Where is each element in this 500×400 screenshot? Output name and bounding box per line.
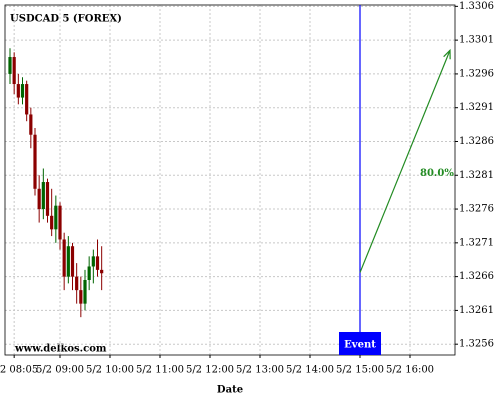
- candle: [100, 246, 104, 291]
- event-box: [339, 332, 381, 355]
- candle: [8, 48, 12, 85]
- y-tick-label: 1.3261: [459, 305, 494, 316]
- candle: [91, 249, 95, 284]
- candle: [83, 269, 87, 311]
- x-tick-label: 5/2 09:00: [36, 365, 84, 376]
- candle-body: [70, 246, 75, 277]
- chart-title: USDCAD 5 (FOREX): [10, 14, 122, 25]
- candle-body: [91, 256, 95, 267]
- x-tick-label: 5/2 11:00: [136, 365, 184, 376]
- y-tick-label: 1.3291: [459, 102, 494, 113]
- candle-body: [54, 205, 58, 230]
- candle: [20, 77, 25, 105]
- candle-body: [12, 57, 16, 85]
- candle-body: [95, 256, 100, 270]
- candle: [41, 168, 45, 220]
- candle: [33, 127, 37, 196]
- candle: [87, 256, 91, 291]
- candle-body: [50, 215, 54, 230]
- candle-body: [100, 269, 104, 274]
- candle-body: [29, 114, 33, 135]
- y-tick-label: 1.3286: [459, 136, 494, 147]
- candle-body: [16, 84, 20, 98]
- candle: [95, 239, 100, 277]
- y-tick-label: 1.3256: [459, 339, 494, 350]
- candle: [79, 276, 83, 318]
- candle: [12, 52, 16, 95]
- y-tick-label: 1.3271: [459, 237, 494, 248]
- y-tick-label: 1.3301: [459, 35, 494, 46]
- x-tick-label: 5/2 08:05: [0, 365, 38, 376]
- y-tick-label: 1.3306: [459, 1, 494, 12]
- candle-body: [79, 290, 83, 304]
- candle-body: [66, 246, 70, 277]
- y-tick-label: 1.3296: [459, 68, 494, 79]
- candle-body: [41, 182, 45, 210]
- candle-body: [33, 134, 37, 189]
- candle: [58, 202, 62, 250]
- event-label: Event: [344, 340, 376, 351]
- forecast-arrowhead: [443, 48, 451, 60]
- forecast-arrow: [359, 50, 451, 273]
- x-tick-label: 5/2 12:00: [186, 365, 234, 376]
- candle: [75, 263, 79, 304]
- candle: [29, 107, 33, 149]
- y-tick-label: 1.3266: [459, 271, 494, 282]
- candle-body: [83, 280, 87, 304]
- plot-frame: [4, 4, 456, 356]
- candle-body: [87, 266, 91, 280]
- x-tick-label: 5/2 14:00: [286, 365, 334, 376]
- candle: [37, 175, 41, 223]
- candle: [16, 73, 20, 105]
- candle-body: [8, 57, 12, 74]
- candle-body: [20, 84, 25, 98]
- x-axis-label: Date: [217, 385, 243, 396]
- candle-body: [45, 182, 50, 216]
- candle-body: [37, 188, 41, 210]
- forecast-label: 80.0%: [420, 168, 454, 179]
- candle-body: [75, 276, 79, 291]
- candle-body: [25, 84, 29, 115]
- candle: [66, 236, 70, 284]
- candle: [62, 232, 66, 291]
- candle: [45, 178, 50, 223]
- candle-body: [58, 205, 62, 240]
- candle: [50, 188, 54, 237]
- candle: [54, 195, 58, 243]
- y-tick-label: 1.3281: [459, 170, 494, 181]
- y-tick-label: 1.3276: [459, 204, 494, 215]
- x-tick-label: 5/2 13:00: [236, 365, 284, 376]
- x-tick-label: 5/2 16:00: [386, 365, 434, 376]
- x-tick-label: 5/2 10:00: [86, 365, 134, 376]
- candle: [70, 242, 75, 291]
- candle: [25, 80, 29, 122]
- candle-body: [62, 239, 66, 277]
- x-tick-label: 5/2 15:00: [336, 365, 384, 376]
